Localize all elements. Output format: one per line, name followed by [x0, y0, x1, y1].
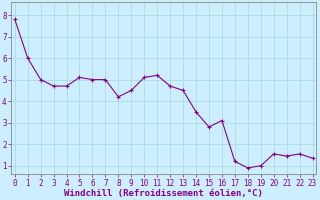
X-axis label: Windchill (Refroidissement éolien,°C): Windchill (Refroidissement éolien,°C) — [64, 189, 263, 198]
